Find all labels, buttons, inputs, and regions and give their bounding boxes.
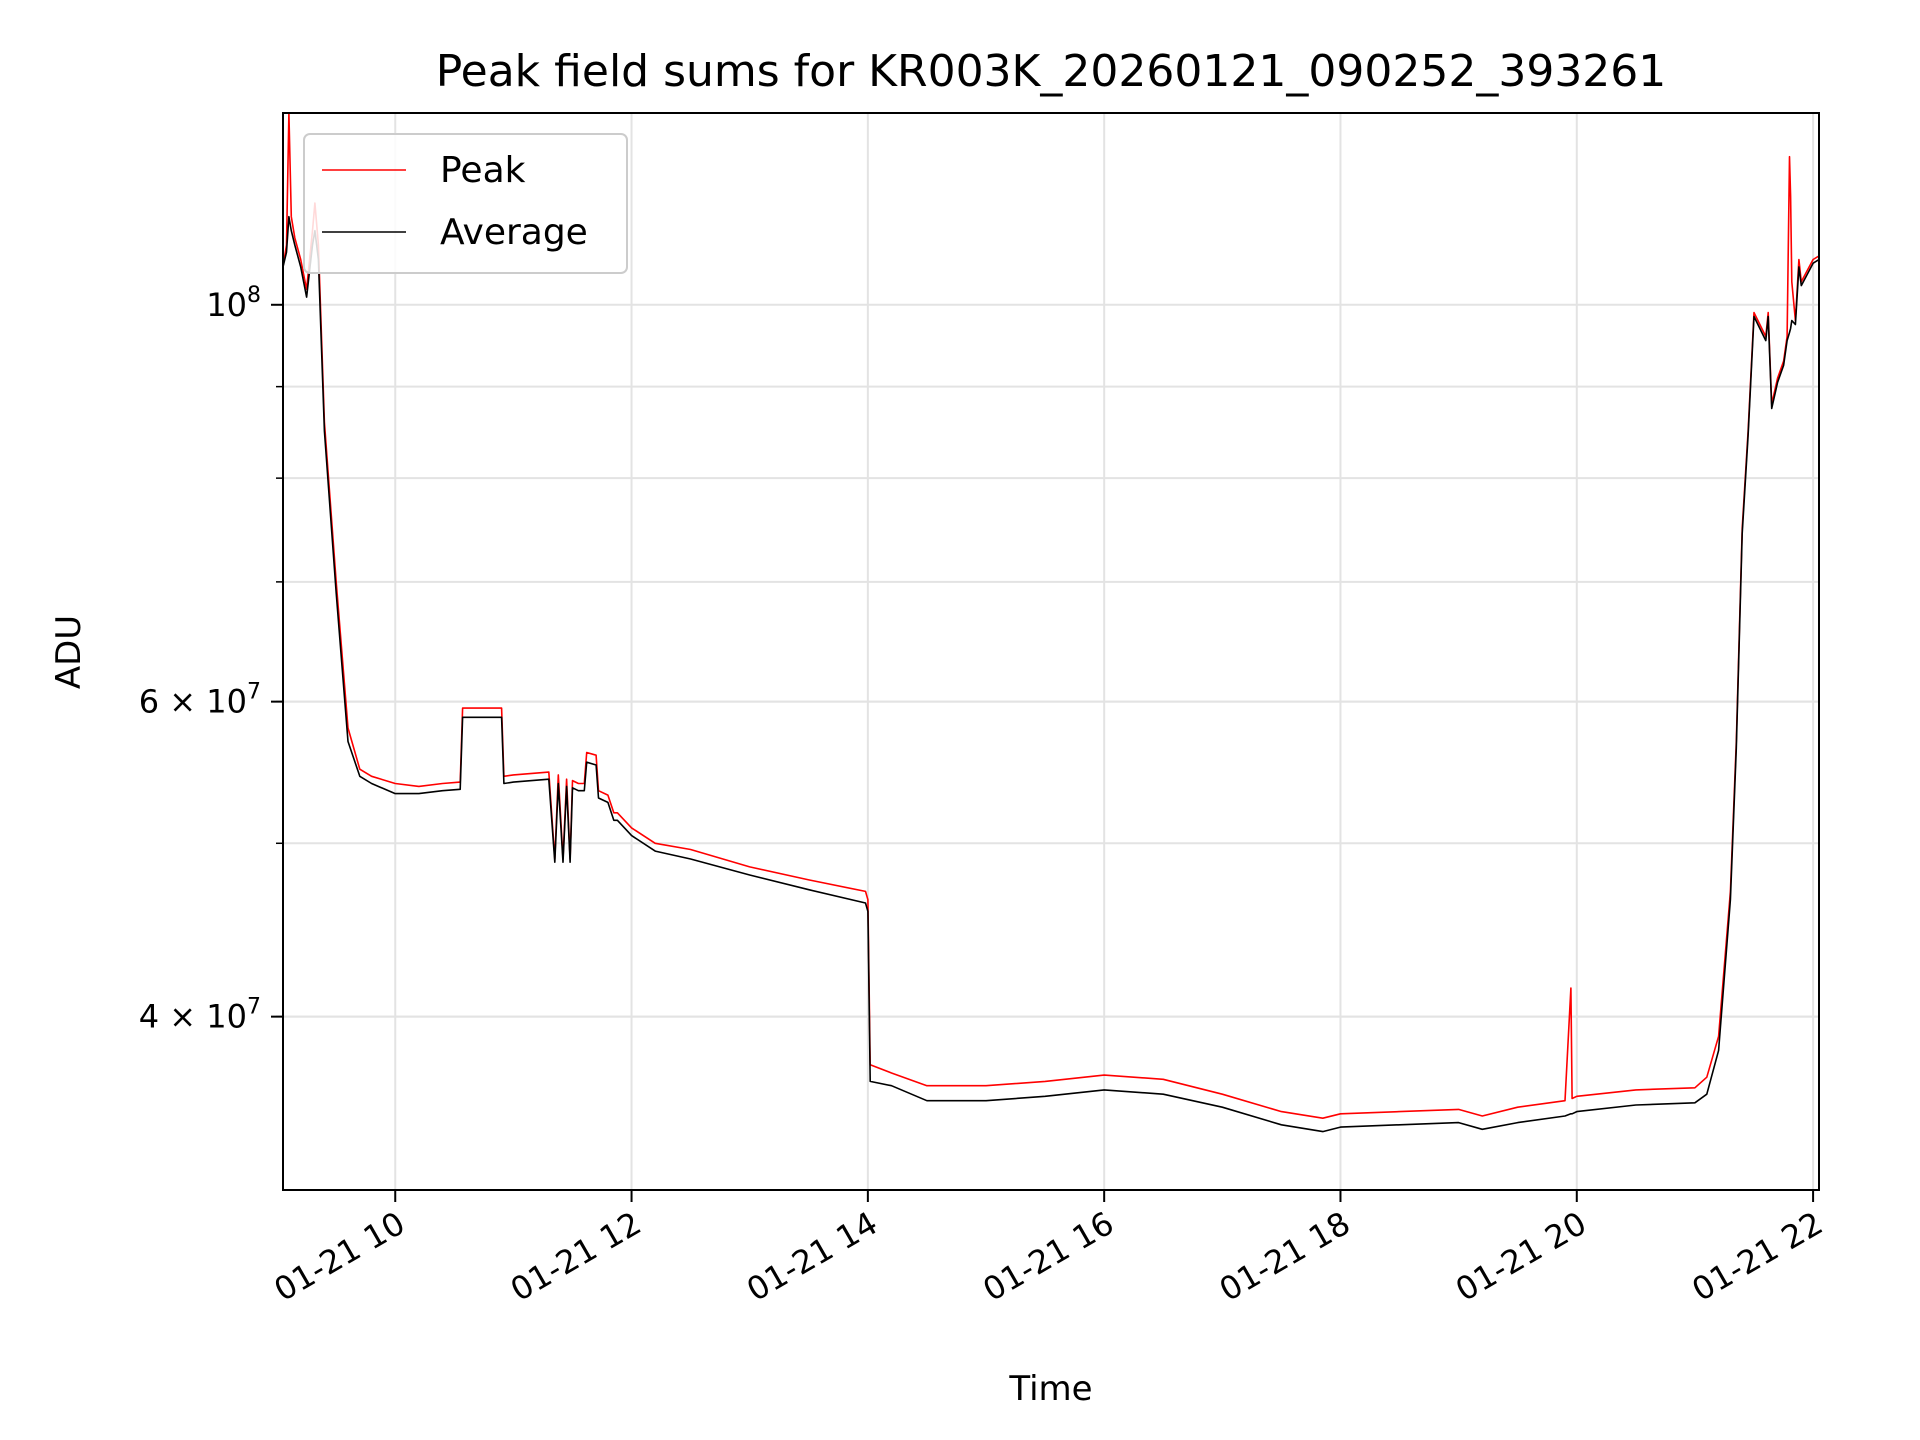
x-tick-label: 01-21 10 — [268, 1204, 412, 1309]
y-axis-label: ADU — [49, 615, 89, 689]
series-line-average — [283, 215, 1819, 1133]
plot-frame — [282, 112, 1820, 1191]
y-tick-label: 6 × 107 — [139, 680, 261, 721]
x-tick-label: 01-21 14 — [740, 1204, 884, 1309]
x-tick-label: 01-21 12 — [504, 1204, 648, 1309]
legend-box — [303, 133, 628, 274]
y-tick-label: 108 — [206, 283, 261, 324]
x-tick-label: 01-21 22 — [1685, 1204, 1829, 1309]
legend: Peak Average — [303, 133, 628, 274]
chart-title: Peak field sums for KR003K_20260121_0902… — [436, 46, 1667, 97]
x-tick-label: 01-21 18 — [1213, 1204, 1357, 1309]
x-axis: 01-21 10 01-21 12 01-21 14 01-21 16 01-21 18… — [268, 1190, 1829, 1309]
series-group — [283, 113, 1819, 1133]
legend-label-peak: Peak — [440, 150, 526, 191]
y-tick-label: 4 × 107 — [139, 995, 261, 1036]
legend-label-average: Average — [440, 212, 588, 253]
x-tick-label: 01-21 20 — [1449, 1204, 1593, 1309]
grid — [283, 113, 1819, 1190]
x-tick-label: 01-21 16 — [977, 1204, 1121, 1309]
y-axis: 108 6 × 107 4 × 107 — [139, 283, 283, 1036]
x-axis-label: Time — [1008, 1369, 1092, 1409]
